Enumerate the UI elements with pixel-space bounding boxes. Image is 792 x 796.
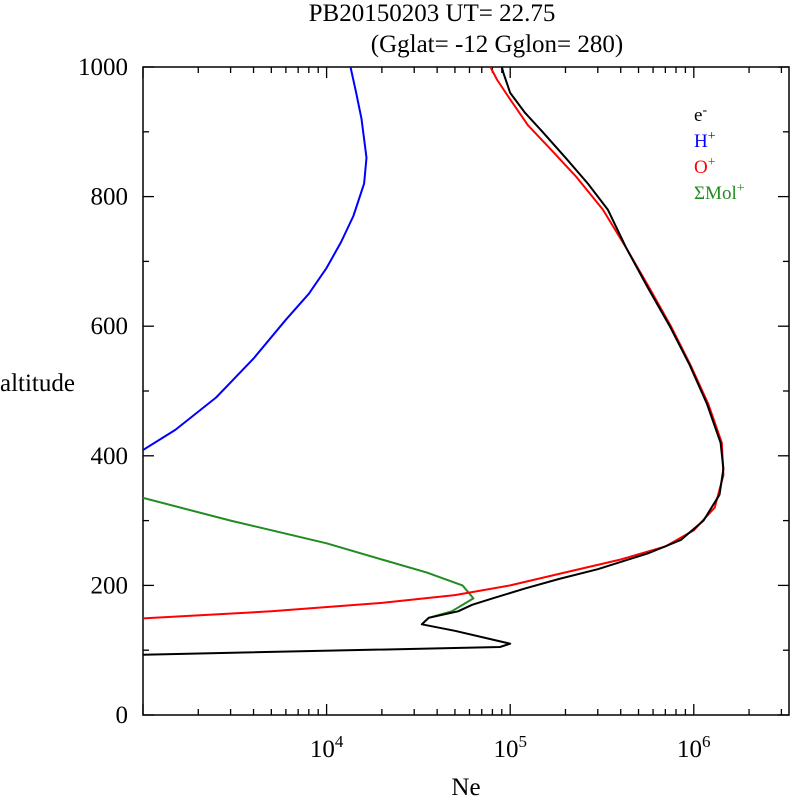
- series-line-o: [143, 67, 725, 620]
- plot-frame: [142, 66, 790, 716]
- x-axis: 104 105 106: [142, 67, 783, 763]
- x-tick-label: 105: [493, 732, 526, 763]
- chart-subtitle: (Gglat= -12 Gglon= 280): [371, 31, 623, 58]
- y-axis: 0 200 400 600 800 1000: [78, 54, 789, 729]
- y-tick-label: 600: [91, 313, 129, 340]
- legend-entry: e-: [694, 103, 707, 126]
- series-layer: [143, 67, 725, 656]
- series-line-mol: [143, 496, 475, 626]
- y-tick-label: 800: [91, 184, 129, 211]
- y-tick-label: 400: [91, 443, 129, 470]
- legend: e- H+ O+ ΣMol+: [694, 103, 745, 204]
- series-line-e: [143, 67, 725, 656]
- y-tick-label: 1000: [78, 54, 128, 81]
- y-axis-label: altitude: [0, 370, 75, 397]
- y-tick-label: 0: [116, 702, 129, 729]
- x-axis-label: Ne: [451, 774, 480, 796]
- legend-entry: O+: [694, 155, 716, 178]
- series-line-h: [143, 67, 368, 451]
- x-tick-label: 104: [310, 732, 344, 763]
- legend-entry: ΣMol+: [694, 181, 745, 204]
- chart-title: PB20150203 UT= 22.75: [309, 0, 556, 27]
- y-tick-label: 200: [91, 572, 129, 599]
- legend-entry: H+: [694, 129, 716, 152]
- x-tick-label: 106: [677, 732, 711, 763]
